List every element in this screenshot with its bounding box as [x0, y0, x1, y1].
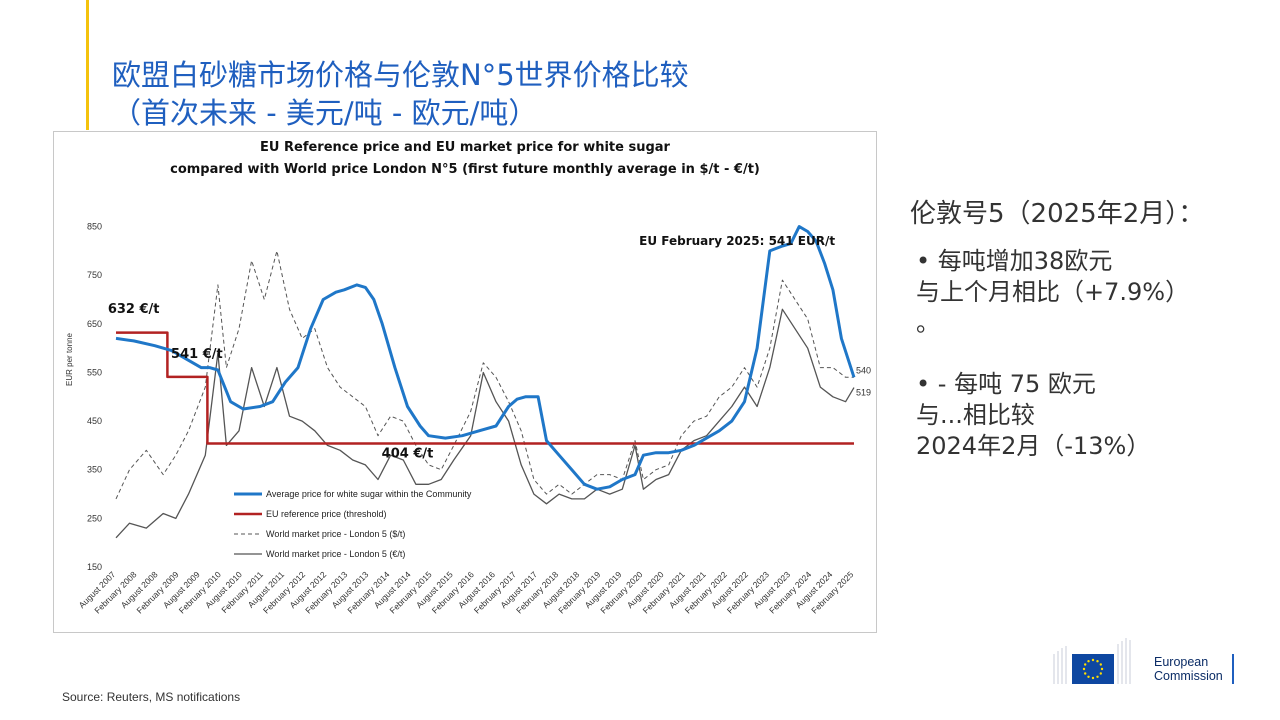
legend-entry: World market price - London 5 (€/t)	[266, 549, 405, 559]
flag-star-icon	[1082, 667, 1086, 671]
end-value-label: 540	[856, 365, 871, 375]
y-tick-label: 550	[87, 367, 102, 377]
flag-star-icon	[1087, 660, 1090, 663]
series-line-gray-dashed	[115, 250, 854, 500]
flag-star-icon	[1096, 660, 1099, 663]
slide-title: 欧盟白砂糖市场价格与伦敦N°5世界价格比较 （首次未来 - 美元/吨 - 欧元/…	[112, 56, 689, 132]
european-commission-logo: European Commission	[1052, 634, 1242, 686]
side-heading: 伦敦号5（2025年2月）：	[910, 199, 1205, 229]
y-tick-label: 450	[87, 416, 102, 426]
series-line-blue-thick	[115, 225, 856, 491]
accent-bar	[86, 0, 89, 130]
flag-star-icon	[1084, 672, 1087, 675]
y-tick-label: 750	[87, 270, 102, 280]
flag-star-icon	[1096, 675, 1099, 678]
logo-text: European Commission	[1154, 655, 1223, 683]
chart-title-line-2: compared with World price London N°5 (fi…	[170, 162, 760, 177]
y-axis-label: EUR per tonne	[65, 332, 74, 385]
chart-title-line-1: EU Reference price and EU market price f…	[260, 140, 671, 155]
flag-star-icon	[1091, 676, 1095, 680]
flag-star-icon	[1091, 658, 1095, 662]
annotation-label: 404 €/t	[382, 447, 434, 462]
annotation-label: 541 €/t	[171, 347, 223, 362]
y-tick-label: 650	[87, 319, 102, 329]
flag-star-icon	[1087, 675, 1090, 678]
legend-entry: EU reference price (threshold)	[266, 509, 387, 519]
y-tick-label: 150	[87, 562, 102, 572]
source-note: Source: Reuters, MS notifications	[62, 690, 241, 704]
title-line-2: （首次未来 - 美元/吨 - 欧元/吨）	[112, 96, 538, 130]
bullet-monthly-change: • 每吨增加38欧元 与上个月相比（+7.9%） 。	[916, 247, 1190, 337]
bullet-yearly-change: • - 每吨 75 欧元 与...相比较 2024年2月（-13%）	[916, 370, 1151, 460]
legend-entry: World market price - London 5 ($/t)	[266, 529, 405, 539]
annotation-label: EU February 2025: 541 EUR/t	[639, 234, 835, 248]
flag-star-icon	[1100, 667, 1104, 671]
commission-building-icon	[1053, 638, 1131, 684]
sugar-price-chart: EU Reference price and EU market price f…	[65, 140, 871, 616]
annotation-label: 632 €/t	[108, 302, 160, 317]
y-tick-label: 350	[87, 465, 102, 475]
chart-frame: EU Reference price and EU market price f…	[53, 131, 877, 633]
series-line-gray-solid	[115, 308, 855, 539]
flag-star-icon	[1099, 672, 1102, 675]
end-value-label: 519	[856, 388, 871, 398]
y-tick-label: 250	[87, 513, 102, 523]
y-tick-label: 850	[87, 222, 102, 232]
flag-star-icon	[1099, 663, 1102, 666]
series-line-red-step	[116, 331, 854, 445]
flag-star-icon	[1084, 663, 1087, 666]
eu-flag-icon	[1072, 654, 1114, 684]
legend-entry: Average price for white sugar within the…	[266, 489, 472, 499]
title-line-1: 欧盟白砂糖市场价格与伦敦N°5世界价格比较	[112, 58, 689, 92]
logo-divider	[1232, 654, 1234, 684]
side-panel: 伦敦号5（2025年2月）： • 每吨增加38欧元 与上个月相比（+7.9%） …	[910, 196, 1270, 462]
